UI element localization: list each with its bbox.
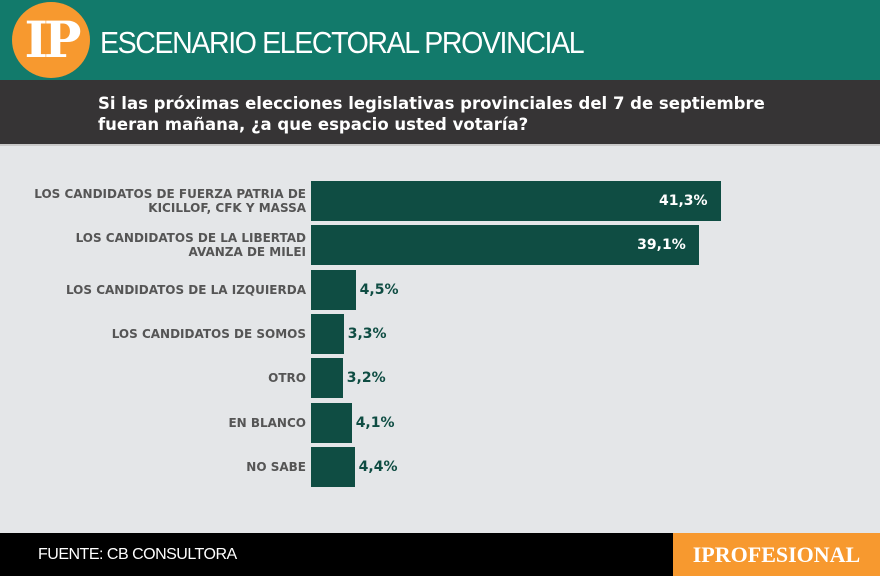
- category-label-text: LOS CANDIDATOS DE LA LIBERTAD AVANZA DE …: [75, 231, 306, 259]
- category-label-text: OTRO: [268, 371, 306, 385]
- category-label: OTRO: [26, 358, 306, 398]
- value-label: 39,1%: [637, 237, 686, 253]
- header: IP ESCENARIO ELECTORAL PROVINCIAL: [0, 0, 880, 80]
- question-text: Si las próximas elecciones legislativas …: [98, 94, 765, 134]
- brand-logo: IPROFESIONAL: [673, 533, 880, 576]
- category-label: EN BLANCO: [26, 403, 306, 443]
- value-label: 3,3%: [347, 326, 387, 342]
- value-label: 4,4%: [358, 459, 398, 475]
- category-label-text: LOS CANDIDATOS DE FUERZA PATRIA DE KICIL…: [34, 187, 306, 215]
- category-label: LOS CANDIDATOS DE SOMOS: [26, 314, 306, 354]
- question-banner: Si las próximas elecciones legislativas …: [0, 80, 880, 146]
- value-label: 41,3%: [659, 193, 708, 209]
- source-text: FUENTE: CB CONSULTORA: [38, 546, 237, 563]
- category-label: LOS CANDIDATOS DE LA LIBERTAD AVANZA DE …: [26, 225, 306, 265]
- ip-logo: IP: [12, 2, 90, 78]
- category-label: LOS CANDIDATOS DE LA IZQUIERDA: [26, 270, 306, 310]
- category-label-text: NO SABE: [246, 460, 306, 474]
- bar: [311, 447, 355, 487]
- bar: [311, 225, 700, 265]
- bar: [311, 270, 356, 310]
- value-label: 4,5%: [359, 282, 399, 298]
- bar: [311, 314, 344, 354]
- category-label: LOS CANDIDATOS DE FUERZA PATRIA DE KICIL…: [26, 181, 306, 221]
- value-label: 3,2%: [346, 370, 386, 386]
- category-label-text: EN BLANCO: [228, 416, 306, 430]
- page-title: ESCENARIO ELECTORAL PROVINCIAL: [100, 25, 585, 60]
- value-label: 4,1%: [355, 415, 395, 431]
- category-label-text: LOS CANDIDATOS DE SOMOS: [111, 327, 306, 341]
- bar: [311, 358, 343, 398]
- bar: [311, 403, 352, 443]
- category-label: NO SABE: [26, 447, 306, 487]
- footer: FUENTE: CB CONSULTORA IPROFESIONAL: [0, 533, 880, 576]
- bar: [311, 181, 721, 221]
- category-label-text: LOS CANDIDATOS DE LA IZQUIERDA: [65, 283, 306, 297]
